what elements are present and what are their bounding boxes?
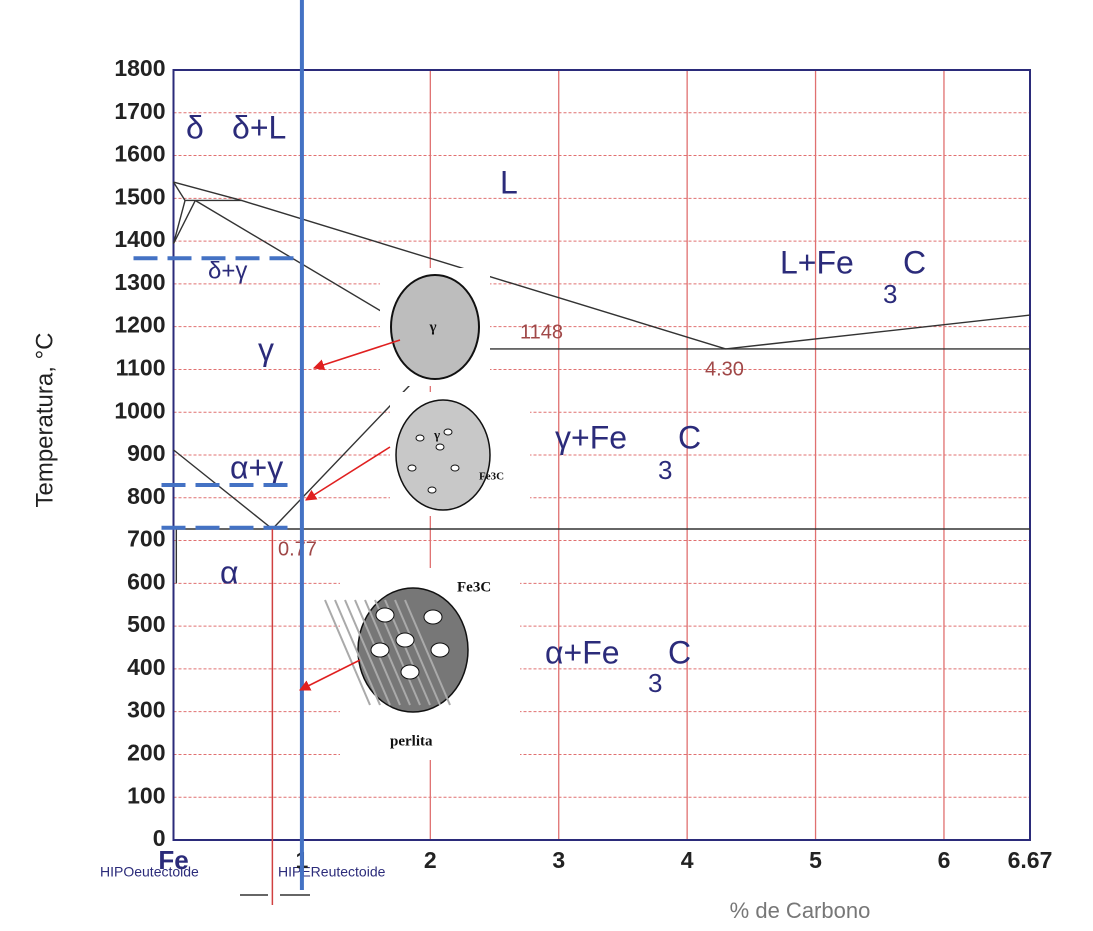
page: {"chart_data": { "type": "phase", "y_lab… — [0, 0, 1093, 931]
y-tick-label: 1300 — [114, 269, 165, 295]
phase-label: α — [220, 554, 239, 590]
phase-label: 3 — [883, 279, 897, 309]
chart: Temperatura, °C % de Carbono HIPOeutecto… — [0, 0, 1093, 931]
inset-label: Fe3C — [457, 579, 491, 595]
phase-boundary — [174, 200, 186, 243]
x-tick-label: 4 — [681, 847, 694, 873]
x-tick-label: 5 — [809, 847, 822, 873]
grain — [396, 400, 490, 510]
phase-label: 0.77 — [278, 538, 317, 560]
carbide — [408, 465, 416, 471]
phase-label: 3 — [658, 455, 672, 485]
inset-label: γ — [428, 319, 436, 335]
phase-label: C — [903, 244, 926, 280]
carbide — [401, 665, 419, 679]
carbide — [424, 610, 442, 624]
x-tick-label: 6 — [938, 847, 951, 873]
y-tick-label: 1800 — [114, 55, 165, 81]
inset: Fe3C perlita — [325, 568, 520, 760]
carbide — [436, 444, 444, 450]
carbide — [371, 643, 389, 657]
y-tick-label: 1700 — [114, 98, 165, 124]
carbide — [444, 429, 452, 435]
y-tick-label: 600 — [127, 568, 165, 594]
y-tick-label: 800 — [127, 483, 165, 509]
y-tick-label: 1100 — [116, 355, 166, 381]
phase-label: δ+γ — [208, 257, 247, 284]
phase-label: C — [668, 634, 691, 670]
y-tick-label: 900 — [127, 440, 165, 466]
y-tick-label: 200 — [127, 740, 165, 766]
inset: γ — [380, 268, 490, 386]
phase-label: γ — [258, 331, 274, 367]
y-tick-label: 1200 — [114, 312, 165, 338]
inset-label: γ — [433, 427, 440, 442]
y-tick-label: 500 — [127, 611, 165, 637]
y-tick-label: 1600 — [114, 141, 165, 167]
phase-label: 4.30 — [705, 358, 744, 380]
phase-label: 1148 — [520, 321, 563, 343]
phase-label: α+γ — [230, 449, 283, 485]
phase-label: C — [678, 419, 701, 455]
carbide — [396, 633, 414, 647]
x-tick-label: Fe — [158, 845, 188, 875]
carbide — [431, 643, 449, 657]
x-axis-title: % de Carbono — [730, 898, 871, 923]
phase-label: 3 — [648, 668, 662, 698]
carbide — [451, 465, 459, 471]
x-tick-label: 6.67 — [1008, 847, 1053, 873]
phase-label: γ+Fe — [555, 419, 627, 455]
below-label: HIPEReutectoide — [278, 864, 386, 880]
inset-label: perlita — [390, 733, 433, 749]
phase-label: δ — [186, 109, 204, 145]
inset-label: Fe3C — [479, 471, 504, 483]
phase-label: δ+L — [232, 109, 286, 145]
phase-label: α+Fe — [545, 634, 620, 670]
y-tick-label: 1000 — [114, 397, 165, 423]
y-tick-label: 300 — [127, 697, 165, 723]
carbide — [428, 487, 436, 493]
carbide — [416, 435, 424, 441]
phase-boundary — [726, 315, 1030, 349]
phase-label: L — [500, 164, 518, 200]
x-tick-label: 3 — [552, 847, 565, 873]
y-tick-label: 400 — [127, 654, 165, 680]
inset: γ Fe3C — [390, 392, 530, 516]
y-tick-label: 1400 — [114, 226, 165, 252]
carbide — [376, 608, 394, 622]
phase-boundary — [174, 200, 196, 243]
phase-label: L+Fe — [780, 244, 854, 280]
y-tick-label: 1500 — [114, 183, 165, 209]
y-axis-title: Temperatura, °C — [31, 333, 58, 508]
x-tick-label: 2 — [424, 847, 437, 873]
y-tick-label: 700 — [127, 526, 165, 552]
y-tick-label: 100 — [127, 782, 165, 808]
